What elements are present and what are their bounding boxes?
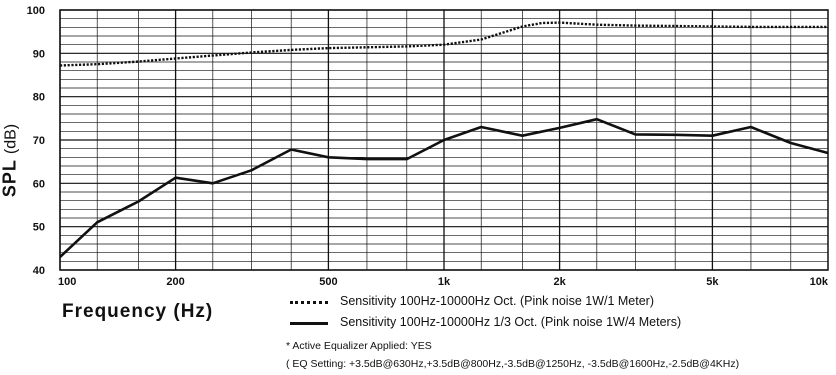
- x-tick-label: 500: [319, 276, 337, 288]
- x-tick-label: 1k: [438, 276, 451, 288]
- x-tick-labels: 100 200 500 1k 2k 5k 10k: [58, 276, 829, 288]
- eq-applied-note: * Active Equalizer Applied: YES: [286, 340, 432, 352]
- x-tick-label: 5k: [706, 276, 719, 288]
- y-tick-label: 50: [33, 222, 45, 234]
- y-axis-label-unit: (dB): [2, 123, 20, 155]
- x-axis-label: Frequency (Hz): [62, 301, 214, 322]
- y-tick-label: 90: [33, 48, 45, 60]
- y-tick-labels: 40 50 60 70 80 90 100: [27, 5, 45, 277]
- y-tick-label: 70: [33, 135, 45, 147]
- plot-frame: [59, 9, 829, 271]
- eq-notes: * Active Equalizer Applied: YES ( EQ Set…: [286, 337, 739, 373]
- x-tick-label: 200: [166, 276, 184, 288]
- y-tick-label: 80: [33, 92, 45, 104]
- y-tick-label: 40: [33, 265, 45, 277]
- x-tick-label: 2k: [553, 276, 566, 288]
- y-tick-label: 100: [27, 5, 45, 17]
- x-tick-label: 100: [58, 276, 76, 288]
- legend-swatch-dotted: [290, 301, 328, 304]
- x-tick-label: 10k: [810, 276, 829, 288]
- legend-label: Sensitivity 100Hz-10000Hz 1/3 Oct. (Pink…: [340, 315, 682, 329]
- legend-swatch-solid: [290, 322, 328, 325]
- series-lines: [59, 21, 829, 258]
- series-line-solid: [59, 117, 829, 258]
- legend-label: Sensitivity 100Hz-10000Hz Oct. (Pink noi…: [340, 294, 655, 308]
- eq-setting-note: ( EQ Setting: +3.5dB@630Hz,+3.5dB@800Hz,…: [286, 358, 740, 370]
- y-axis-label-main: SPL: [0, 159, 20, 198]
- series-line-dotted: [59, 21, 828, 67]
- y-tick-label: 60: [33, 178, 45, 190]
